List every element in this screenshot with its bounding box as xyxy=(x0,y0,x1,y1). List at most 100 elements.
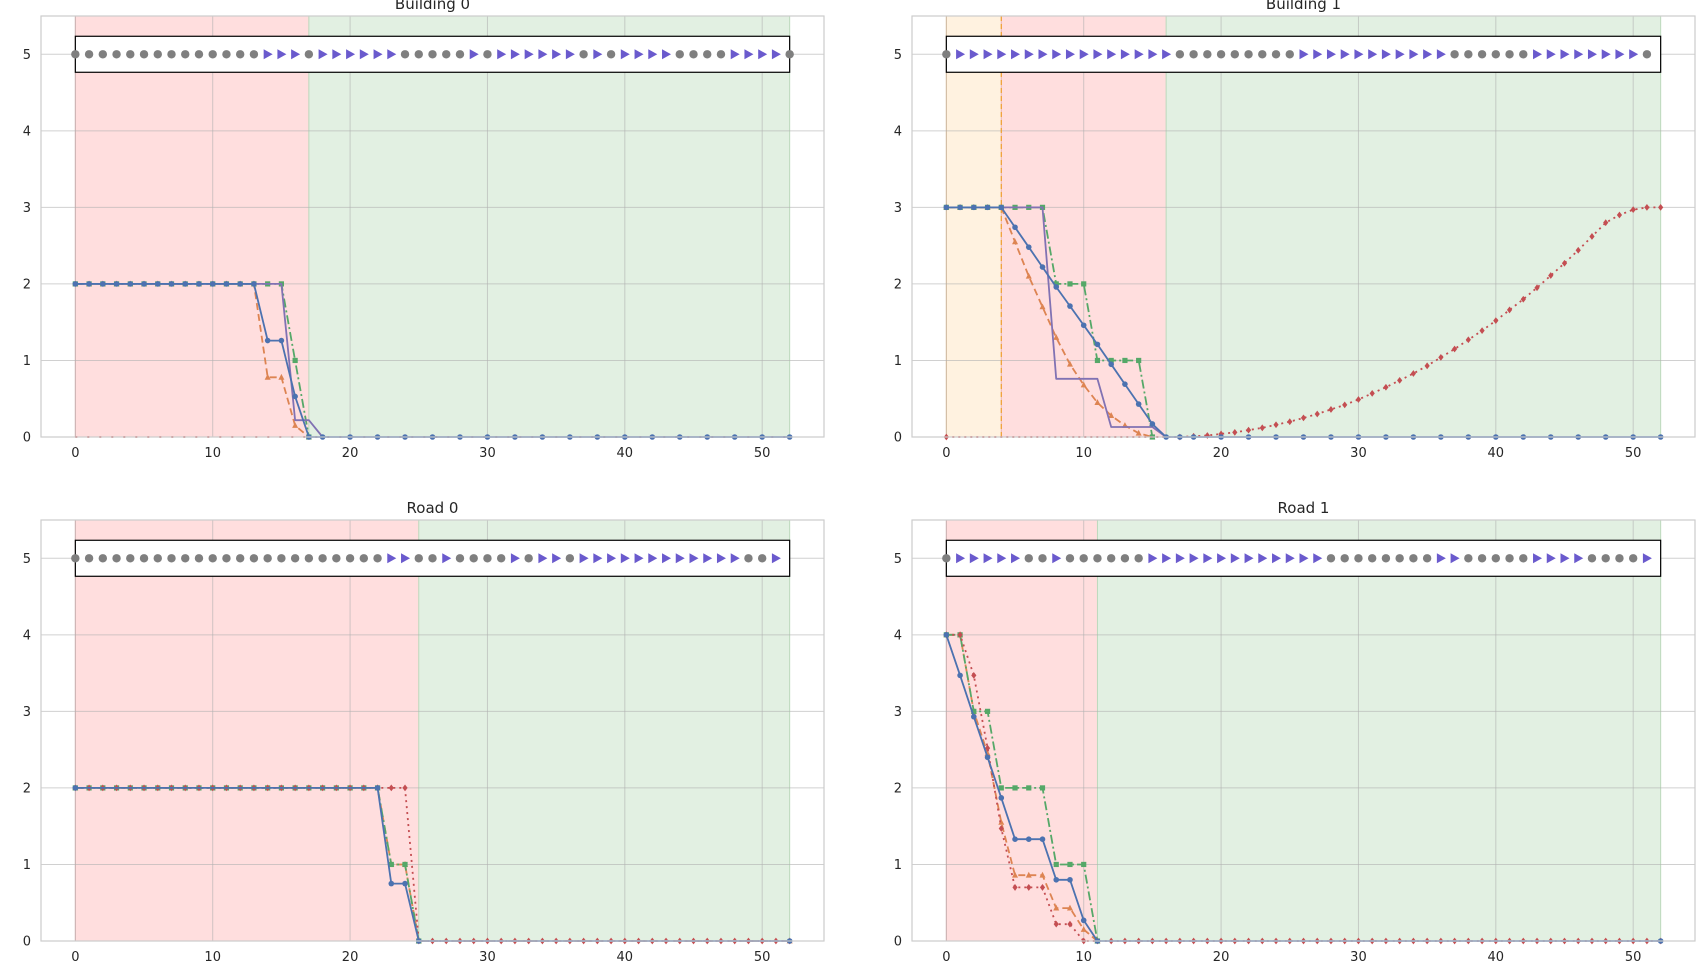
data-point xyxy=(957,672,963,679)
data-point xyxy=(1067,920,1073,928)
data-point xyxy=(957,631,963,639)
action-marker-triangle xyxy=(956,49,966,60)
action-marker-triangle xyxy=(1629,49,1639,60)
action-marker-circle xyxy=(428,50,437,59)
x-tick-label: 20 xyxy=(1213,446,1230,461)
y-tick-label: 3 xyxy=(894,201,902,216)
data-point xyxy=(1080,926,1087,932)
action-marker-triangle xyxy=(442,553,452,564)
action-marker-triangle xyxy=(1011,553,1021,564)
data-point xyxy=(1122,381,1128,387)
data-point xyxy=(388,784,394,792)
action-marker-circle xyxy=(167,554,176,563)
action-marker-circle xyxy=(1628,554,1638,563)
action-marker-circle xyxy=(757,554,767,563)
action-marker-circle xyxy=(1491,50,1501,59)
data-point xyxy=(1053,284,1060,290)
data-point xyxy=(292,393,298,400)
action-marker-triangle xyxy=(634,553,644,564)
action-marker-circle xyxy=(1491,554,1501,563)
data-point xyxy=(1053,861,1059,868)
data-point xyxy=(998,818,1005,825)
action-marker-triangle xyxy=(1354,49,1364,60)
x-tick-label: 0 xyxy=(942,446,950,461)
data-point xyxy=(1067,876,1073,883)
y-tick-label: 3 xyxy=(894,705,902,720)
series-3 xyxy=(943,632,1664,944)
data-point xyxy=(1094,357,1101,364)
y-tick-label: 0 xyxy=(894,935,902,950)
action-marker-triangle xyxy=(1148,553,1158,564)
action-marker-circle xyxy=(194,554,204,563)
action-marker-triangle xyxy=(648,49,658,60)
data-point xyxy=(943,204,950,211)
action-marker-circle xyxy=(1065,554,1075,563)
action-marker-triangle xyxy=(1560,49,1570,60)
action-marker-triangle xyxy=(565,49,575,60)
action-marker-triangle xyxy=(1189,553,1199,564)
data-point xyxy=(1067,281,1073,287)
action-marker-circle xyxy=(689,50,698,59)
x-tick-label: 10 xyxy=(204,950,221,961)
data-point xyxy=(1025,244,1032,250)
action-marker-circle xyxy=(1505,50,1514,59)
x-tick-label: 10 xyxy=(1075,950,1092,961)
action-marker-triangle xyxy=(1546,553,1556,564)
action-marker-circle xyxy=(524,554,533,563)
action-marker-triangle xyxy=(1615,49,1625,60)
data-point xyxy=(388,861,394,868)
data-point xyxy=(1232,429,1238,436)
action-marker-triangle xyxy=(634,49,644,60)
action-marker-triangle xyxy=(1272,553,1282,564)
y-tick-label: 5 xyxy=(23,552,31,567)
action-marker-triangle xyxy=(997,49,1007,60)
y-tick-label: 4 xyxy=(894,124,902,139)
data-point xyxy=(1479,327,1485,335)
action-marker-triangle xyxy=(1450,553,1460,564)
action-marker-circle xyxy=(112,554,121,563)
data-point xyxy=(1452,345,1458,353)
action-marker-circle xyxy=(942,50,951,59)
action-marker-circle xyxy=(208,554,217,563)
data-point xyxy=(154,281,161,287)
action-marker-triangle xyxy=(1299,553,1309,564)
data-point xyxy=(1122,357,1128,364)
data-point xyxy=(1136,357,1142,364)
data-point xyxy=(1603,219,1609,227)
axes-frame xyxy=(40,15,825,438)
action-marker-triangle xyxy=(1326,49,1336,60)
data-point xyxy=(1039,871,1046,878)
data-point xyxy=(1355,396,1362,403)
action-marker-triangle xyxy=(620,553,630,564)
action-marker-triangle xyxy=(538,49,548,60)
action-marker-triangle xyxy=(1533,49,1543,60)
action-marker-triangle xyxy=(332,49,342,60)
action-marker-circle xyxy=(1285,50,1294,59)
x-tick-label: 20 xyxy=(342,950,359,961)
action-marker-triangle xyxy=(1038,49,1048,60)
data-point xyxy=(1108,357,1114,364)
data-point xyxy=(971,671,977,679)
data-point xyxy=(1259,424,1265,432)
data-point xyxy=(1053,876,1060,883)
action-marker-triangle xyxy=(1011,49,1021,60)
data-point xyxy=(278,337,285,344)
chart-title: Road 1 xyxy=(1278,499,1330,517)
action-marker-circle xyxy=(1601,554,1610,563)
data-point xyxy=(1520,295,1526,303)
action-marker-circle xyxy=(703,50,712,59)
action-marker-circle xyxy=(1395,554,1404,563)
action-marker-triangle xyxy=(318,49,328,60)
action-marker-circle xyxy=(71,554,80,563)
action-marker-triangle xyxy=(1175,553,1185,564)
x-tick-label: 40 xyxy=(1488,446,1505,461)
data-point xyxy=(1012,238,1019,245)
y-tick-label: 4 xyxy=(894,628,902,643)
y-tick-label: 1 xyxy=(894,858,902,873)
action-marker-circle xyxy=(1189,50,1198,59)
data-point xyxy=(1066,904,1073,911)
